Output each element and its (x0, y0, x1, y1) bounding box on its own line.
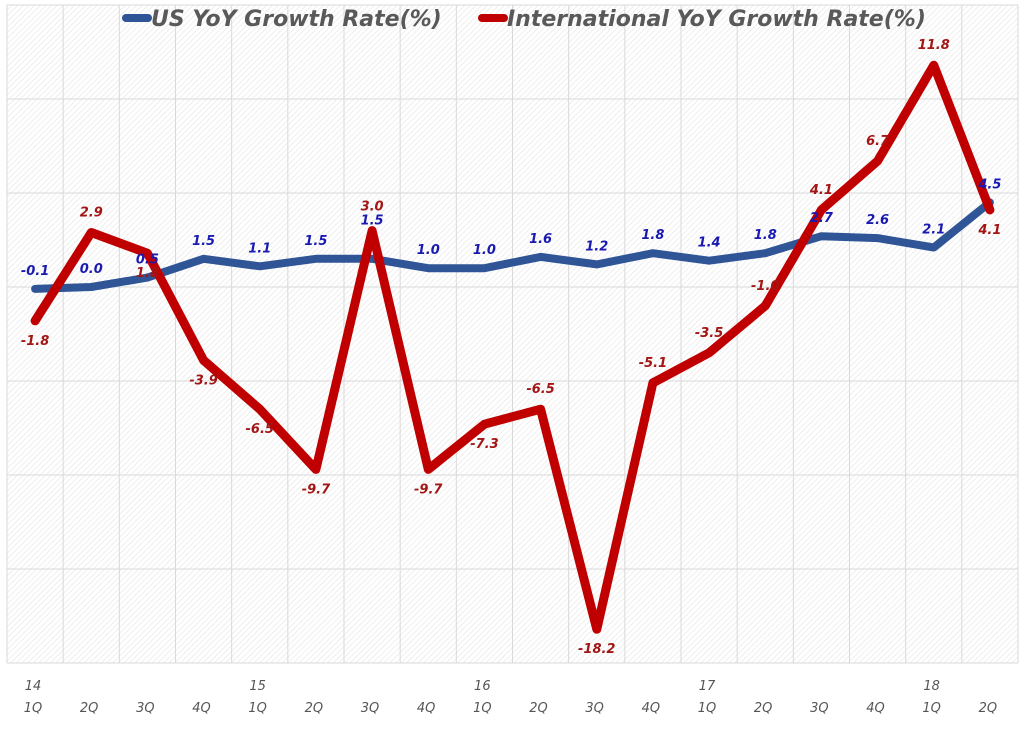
x-year-label: 14 (25, 679, 42, 694)
x-year-label: 18 (923, 679, 940, 694)
us-data-label: 1.8 (754, 228, 777, 243)
x-tick-label: 1Q (698, 701, 717, 716)
x-tick-label: 4Q (642, 701, 661, 716)
x-year-label: 15 (249, 679, 266, 694)
international-data-label: 11.8 (918, 38, 950, 53)
x-tick-label: 3Q (810, 701, 829, 716)
international-data-label: 4.1 (977, 223, 1001, 238)
us-data-label: 0.0 (80, 262, 103, 277)
us-data-label: 2.7 (810, 211, 834, 226)
x-tick-label: 4Q (417, 701, 436, 716)
us-series-line (31, 198, 994, 293)
international-series-line (30, 60, 995, 634)
us-data-label: 1.0 (473, 243, 496, 258)
international-data-label: 4.1 (809, 183, 833, 198)
us-data-label: 1.0 (417, 243, 440, 258)
us-data-label: 1.1 (248, 241, 271, 256)
international-data-label: -6.5 (246, 422, 274, 437)
legend-item-international: International YoY Growth Rate(%) (478, 7, 926, 32)
international-data-label: -7.3 (470, 437, 498, 452)
international-data-label: 1.8 (136, 266, 159, 281)
us-data-label: 1.8 (641, 228, 664, 243)
us-data-label: 1.5 (304, 234, 327, 249)
x-tick-label: 1Q (922, 701, 941, 716)
international-data-label: -3.5 (695, 326, 723, 341)
x-tick-label: 3Q (136, 701, 155, 716)
us-data-label: 0.5 (136, 253, 159, 268)
international-data-label: -3.9 (189, 373, 217, 388)
x-tick-label: 3Q (585, 701, 604, 716)
x-tick-label: 2Q (305, 701, 324, 716)
us-data-label: 2.1 (922, 223, 945, 238)
data-labels: -0.1-1.80.02.90.51.81.5-3.91.1-6.51.5-9.… (21, 38, 1002, 657)
legend: US YoY Growth Rate(%) International YoY … (122, 7, 926, 32)
us-data-label: 1.5 (361, 214, 384, 229)
x-tick-label: 2Q (529, 701, 548, 716)
x-tick-label: 2Q (754, 701, 773, 716)
us-data-label: 1.6 (529, 232, 552, 247)
legend-label-us: US YoY Growth Rate(%) (151, 7, 442, 32)
international-data-label: 6.7 (866, 134, 890, 149)
legend-label-international: International YoY Growth Rate(%) (507, 7, 926, 32)
international-data-label: 2.9 (80, 205, 103, 220)
x-tick-label: 2Q (979, 701, 998, 716)
x-tick-label: 1Q (248, 701, 267, 716)
international-data-label: -1.8 (21, 334, 49, 349)
x-year-label: 16 (474, 679, 491, 694)
us-data-label: 1.2 (585, 239, 608, 254)
x-tick-label: 1Q (24, 701, 43, 716)
international-data-label: -18.2 (578, 642, 615, 657)
legend-item-us: US YoY Growth Rate(%) (122, 7, 442, 32)
international-data-label: 3.0 (361, 200, 384, 215)
x-year-label: 17 (699, 679, 716, 694)
international-data-label: -9.7 (302, 482, 331, 497)
international-data-label: -6.5 (526, 382, 554, 397)
international-data-label: -9.7 (414, 482, 443, 497)
us-data-label: -0.1 (21, 264, 49, 279)
us-data-label: 4.5 (977, 177, 1001, 192)
x-tick-label: 1Q (473, 701, 492, 716)
us-data-label: 2.6 (866, 213, 889, 228)
x-tick-label: 4Q (192, 701, 211, 716)
us-data-label: 1.4 (698, 236, 721, 251)
series-lines (30, 60, 995, 634)
x-tick-label: 2Q (80, 701, 99, 716)
x-tick-label: 4Q (866, 701, 885, 716)
x-axis: 14 1Q 2Q 3Q 4Q 15 1Q 2Q 3Q 4Q 16 1Q 2Q 3Q 4Q 17 1Q 2Q 3Q 4Q… (24, 679, 997, 716)
international-data-label: -5.1 (639, 356, 667, 371)
international-data-label: -1.0 (751, 279, 779, 294)
us-data-label: 1.5 (192, 234, 215, 249)
x-tick-label: 3Q (361, 701, 380, 716)
